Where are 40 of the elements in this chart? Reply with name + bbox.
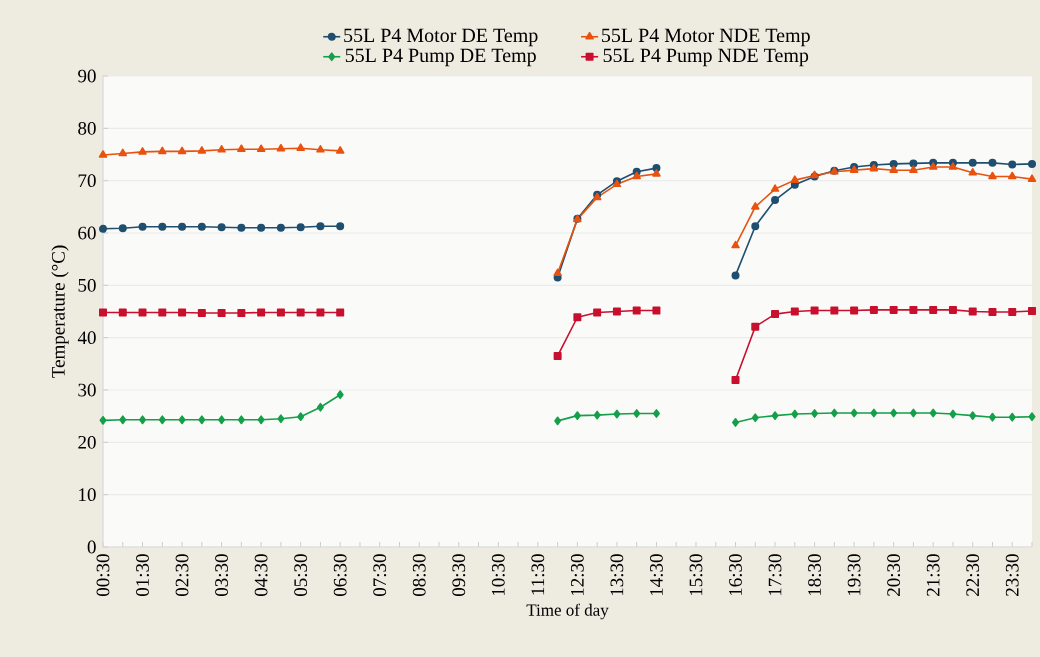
- x-tick-label: 06:30: [333, 554, 347, 597]
- x-tick-label: 05:30: [294, 554, 308, 597]
- x-tick-label: 14:30: [650, 554, 663, 596]
- x-tick-label: 21:30: [926, 554, 940, 596]
- x-tick-label: 11:30: [531, 554, 545, 595]
- y-tick-label: 50: [78, 278, 96, 292]
- y-tick-label: 20: [78, 435, 96, 449]
- x-tick-label: 08:30: [412, 554, 426, 597]
- legend-label: 55L P4 Motor NDE Temp: [602, 28, 810, 47]
- x-tick-label: 22:30: [966, 554, 980, 596]
- x-tick-label: 15:30: [689, 554, 703, 596]
- x-tick-label: 10:30: [491, 554, 505, 596]
- y-axis-title: Temperature (°C): [51, 245, 69, 378]
- y-tick-label: 80: [78, 121, 96, 135]
- x-tick-label: 20:30: [887, 554, 901, 596]
- y-tick-label: 70: [78, 174, 96, 188]
- x-tick-label: 17:30: [768, 554, 782, 596]
- y-tick-label: 30: [78, 383, 96, 397]
- x-tick-label: 01:30: [136, 554, 149, 597]
- x-tick-label: 00:30: [96, 554, 110, 597]
- legend-label: 55L P4 Pump DE Temp: [345, 48, 536, 67]
- x-tick-label: 09:30: [452, 554, 466, 597]
- y-tick-label: 60: [78, 226, 96, 240]
- x-tick-label: 23:30: [1005, 554, 1019, 596]
- y-tick-label: 0: [87, 540, 96, 554]
- x-tick-label: 02:30: [175, 554, 189, 597]
- x-tick-label: 03:30: [215, 554, 229, 597]
- x-tick-label: 07:30: [373, 554, 387, 597]
- x-tick-label: 12:30: [570, 554, 584, 596]
- x-tick-label: 18:30: [808, 554, 822, 596]
- x-tick-label: 13:30: [610, 554, 624, 596]
- x-tick-label: 04:30: [254, 554, 268, 597]
- y-tick-label: 90: [78, 69, 96, 83]
- x-axis-title: Time of day: [526, 603, 609, 620]
- x-tick-label: 16:30: [729, 554, 742, 596]
- legend-label: 55L P4 Pump NDE Temp: [603, 48, 809, 67]
- y-tick-label: 40: [77, 331, 96, 345]
- legend-label: 55L P4 Motor DE Temp: [344, 28, 538, 47]
- y-tick-label: 10: [79, 488, 96, 502]
- x-tick-label: 19:30: [847, 554, 861, 596]
